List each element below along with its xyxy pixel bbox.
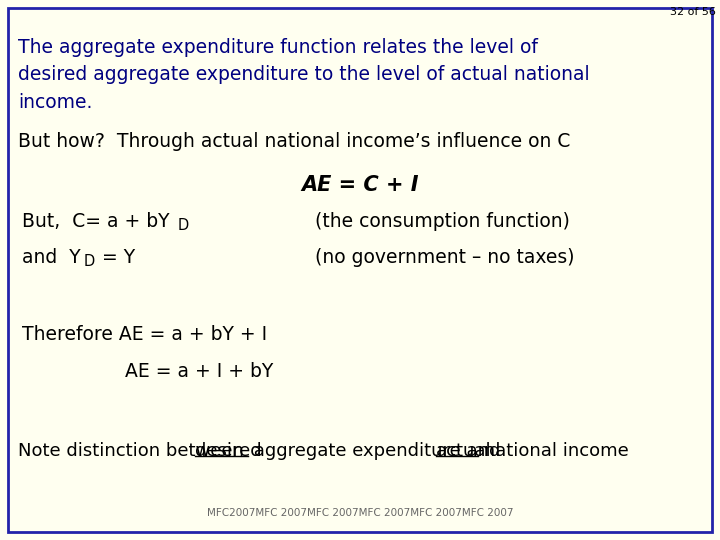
- Text: The aggregate expenditure function relates the level of
desired aggregate expend: The aggregate expenditure function relat…: [18, 38, 590, 111]
- Text: But how?  Through actual national income’s influence on C: But how? Through actual national income’…: [18, 132, 570, 151]
- Text: Note distinction between: Note distinction between: [18, 442, 250, 460]
- Text: (the consumption function): (the consumption function): [315, 212, 570, 231]
- Text: MFC2007MFC 2007MFC 2007MFC 2007MFC 2007MFC 2007: MFC2007MFC 2007MFC 2007MFC 2007MFC 2007M…: [207, 508, 513, 518]
- Text: desired: desired: [195, 442, 261, 460]
- Text: But,  C= a + bY: But, C= a + bY: [22, 212, 169, 231]
- Text: = Y: = Y: [96, 248, 135, 267]
- Text: 32 of 56: 32 of 56: [670, 7, 716, 17]
- Text: D: D: [178, 218, 189, 233]
- Text: and  Y: and Y: [22, 248, 81, 267]
- FancyBboxPatch shape: [8, 8, 712, 532]
- Text: aggregate expenditure and: aggregate expenditure and: [248, 442, 506, 460]
- Text: Therefore AE = a + bY + I: Therefore AE = a + bY + I: [22, 325, 267, 344]
- Text: AE = a + I + bY: AE = a + I + bY: [125, 362, 274, 381]
- Text: AE = C + I: AE = C + I: [301, 175, 419, 195]
- Text: actual: actual: [436, 442, 492, 460]
- Text: D: D: [84, 254, 95, 269]
- Text: national income: national income: [478, 442, 629, 460]
- Text: (no government – no taxes): (no government – no taxes): [315, 248, 575, 267]
